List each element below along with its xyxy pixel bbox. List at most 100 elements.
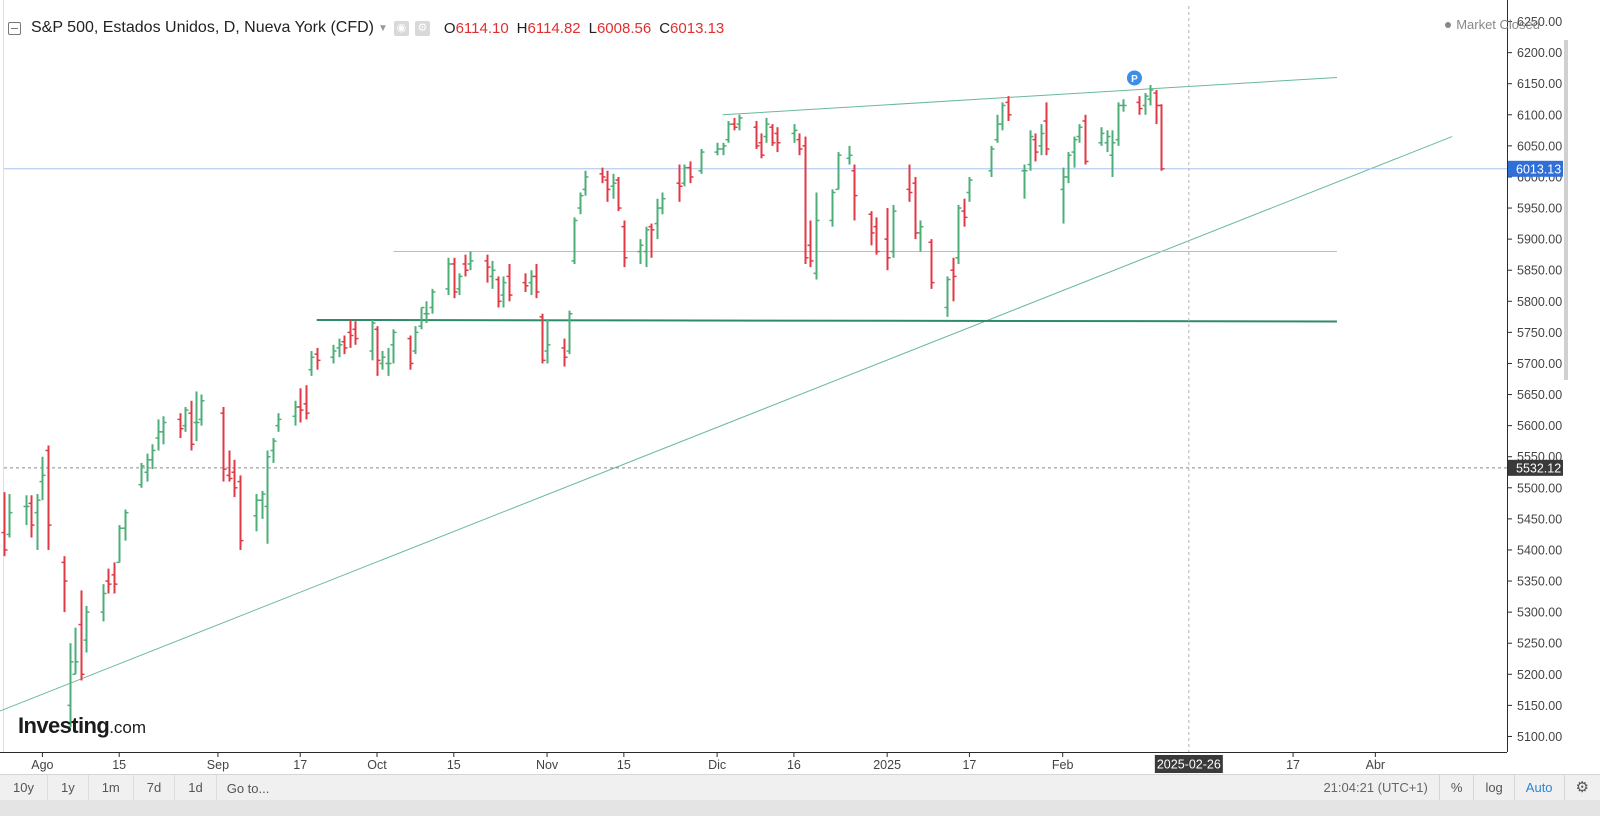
ohlc-bar [423,301,430,324]
ohlc-bar [28,495,35,538]
ohlc-bar [763,117,770,143]
ohlc-bar [23,495,30,526]
ohlc-bar [796,133,803,156]
ohlc-bar [1021,164,1028,199]
ohlc-bar [445,257,452,296]
ohlc-bar [385,347,392,376]
ohlc-bar [720,142,727,156]
ohlc-bar [807,220,814,268]
goto-button[interactable]: Go to... [226,780,270,796]
ohlc-bar [105,568,112,594]
ohlc-bar [122,509,129,541]
time-tick-label: 17 [1286,758,1300,772]
range-1y-button[interactable]: 1y [48,775,89,801]
ohlc-bar [868,211,875,246]
price-tick-label: 5650.00 [1517,388,1562,402]
market-status-label: Market Closed [1456,17,1540,32]
ohlc-bar [1158,104,1165,171]
ohlc-bar [418,306,425,330]
ohlc-bar [198,394,205,426]
ohlc-bar [1032,133,1039,162]
ohlc-bar [500,276,507,308]
chevron-down-icon[interactable]: ▼ [377,22,388,34]
ohlc-values: O6114.10 H6114.82 L6008.56 C6013.13 [444,20,724,37]
price-tick-label: 6050.00 [1517,139,1562,153]
ohlc-bar [835,152,842,191]
ohlc-bar [659,192,666,215]
ohlc-bar [341,335,348,355]
ohlc-bar [791,124,798,143]
ohlc-bar [731,117,738,131]
high-key: H [516,19,528,37]
ohlc-bar [725,121,732,143]
symbol-title[interactable]: S&P 500, Estados Unidos, D, Nueva York (… [31,19,374,36]
open-value: 6114.10 [455,19,509,37]
crosshair-date-tag [1154,755,1223,773]
crosshair-price-tag-label: 5532.12 [1516,461,1561,475]
eye-icon[interactable]: ◉ [393,20,409,36]
ohlc-bar [676,164,683,202]
collapse-legend-icon[interactable] [8,21,21,35]
price-tick-label: 5250.00 [1517,637,1562,651]
percent-toggle[interactable]: % [1438,775,1474,801]
status-dot-icon [1445,21,1452,28]
ohlc-bar [83,605,90,653]
ohlc-bar [45,445,52,550]
close-key: C [659,19,671,37]
time-tick-label: 15 [617,758,631,772]
range-10y-button[interactable]: 10y [0,775,48,801]
horizontal-level-1[interactable] [316,318,1337,323]
ohlc-bar [571,217,578,264]
ohlc-bar [34,494,41,550]
ohlc-bar [330,344,337,364]
ohlc-bar [489,260,496,289]
ohlc-bar [1038,124,1045,156]
time-tick-label: Feb [1052,758,1074,772]
time-tick-label: 17 [962,758,976,772]
gear-icon[interactable]: ⚙ [1563,775,1600,801]
ohlc-bar [544,319,551,364]
ohlc-bar [687,161,694,184]
ohlc-bar [100,584,107,622]
ohlc-bar [906,164,913,202]
price-tick-label: 5600.00 [1517,419,1562,433]
price-chart[interactable]: P 6250.00 6200.00 6150.00 6100.00 6050.00 600… [0,0,1600,774]
ohlc-bar [160,416,167,445]
ohlc-bar [1098,127,1105,146]
ohlc-bar [308,351,315,376]
ohlc-bar [698,148,705,174]
range-1d-button[interactable]: 1d [175,775,217,801]
range-7d-button[interactable]: 7d [134,775,176,801]
ohlc-bar [297,388,304,423]
ohlc-bar [138,462,145,488]
auto-toggle[interactable]: Auto [1513,775,1564,801]
time-tick-label: 17 [293,758,307,772]
ohlc-bar [369,319,376,361]
ohlc-bar [736,114,743,131]
ohlc-bar [988,145,995,177]
price-tick-label: 5400.00 [1517,543,1562,557]
trendline-2[interactable] [722,76,1337,116]
range-1m-button[interactable]: 1m [89,775,134,801]
ohlc-bar [643,226,650,268]
trendline-1[interactable] [0,136,1453,712]
ohlc-bar [1136,96,1143,115]
price-tick-label: 5450.00 [1517,512,1562,526]
log-toggle[interactable]: log [1473,775,1513,801]
settings-icon[interactable]: ⚙ [414,20,430,36]
price-tick-label: 5850.00 [1517,264,1562,278]
ohlc-bar [753,121,760,149]
ohlc-bar [1005,96,1012,122]
price-axis-scroll-handle[interactable] [1564,40,1568,380]
ohlc-bar [72,627,79,676]
ohlc-bar [802,136,809,264]
ohlc-bar [259,490,266,519]
ohlc-bar [714,142,721,156]
bottom-right-controls: 21:04:21 (UTC+1) % log Auto ⚙ [1312,775,1600,801]
ohlc-bar [1082,114,1089,165]
ohlc-bar [1071,136,1078,168]
high-value: 6114.82 [527,19,581,37]
p-marker-icon[interactable]: P [1126,70,1142,86]
time-tick-label: Dic [708,758,726,772]
ohlc-bar [237,475,244,550]
